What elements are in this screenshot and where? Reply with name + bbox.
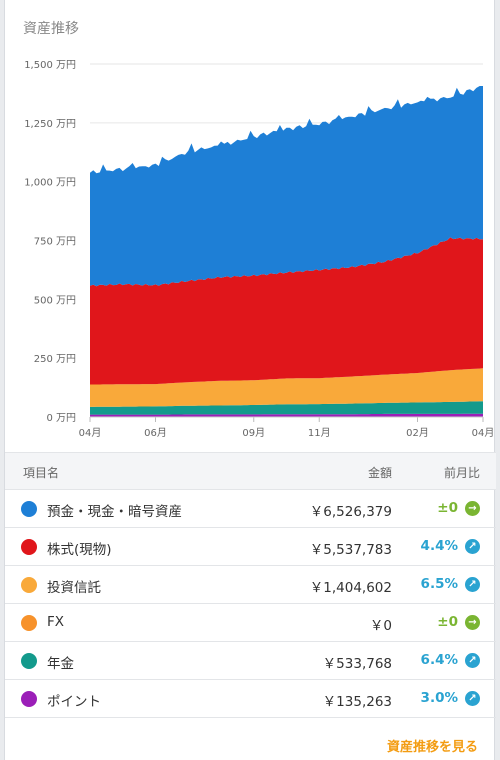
series-area [90,368,483,407]
x-tick-label: 04月 [79,427,102,439]
view-asset-trend-link[interactable]: 資産推移を見る [386,740,478,755]
table-row[interactable]: 株式(現物) ￥5,537,783 4.4% ↗ [5,528,496,566]
y-tick-label: 750 万円 [34,237,76,248]
asset-name: ポイント [47,694,101,710]
legend-dot [21,577,37,593]
asset-amount: ￥1,404,602 [309,580,392,596]
col-amount-header: 金額 [367,466,392,480]
legend-dot [21,615,37,631]
card-title: 資産推移 [23,21,79,37]
asset-name: 預金・現金・暗号資産 [47,504,182,520]
asset-amount: ￥135,263 [322,694,392,710]
x-tick-label: 09月 [242,427,265,439]
y-tick-label: 1,500 万円 [24,60,76,71]
series-area [90,237,483,385]
asset-name: 投資信託 [47,580,101,596]
y-tick-label: 1,250 万円 [24,119,76,130]
asset-name: FX [47,614,65,630]
asset-change: 3.0% [420,690,458,706]
table-row[interactable]: 預金・現金・暗号資産 ￥6,526,379 ±0 → [5,490,496,528]
y-tick-label: 250 万円 [34,354,76,365]
arrow-up-right-icon: ↗ [465,539,480,554]
asset-amount: ￥533,768 [322,656,392,672]
asset-amount: ￥0 [369,618,392,634]
x-tick-label: 02月 [406,427,429,439]
legend-dot [21,501,37,517]
x-tick-label: 06月 [144,427,167,439]
table-header: 項目名 金額 前月比 [5,452,496,490]
asset-trend-card: 資産推移 0 万円 250 万円 500 万円 750 万円 1,000 万円 1,250… [4,0,496,760]
y-tick-label: 500 万円 [34,295,76,306]
stacked-area-chart: 0 万円 250 万円 500 万円 750 万円 1,000 万円 1,250 万円 1,… [24,60,495,439]
asset-change: 6.5% [420,576,458,592]
table-row[interactable]: 年金 ￥533,768 6.4% ↗ [5,642,496,680]
arrow-right-icon: → [465,501,480,516]
asset-change: 4.4% [420,538,458,554]
asset-change: ±0 [437,614,458,630]
series-area [90,86,483,287]
y-tick-label: 1,000 万円 [24,178,76,189]
x-tick-label: 04月 [472,427,495,439]
arrow-right-icon: → [465,615,480,630]
asset-name: 年金 [47,656,74,672]
asset-change: ±0 [437,500,458,516]
asset-amount: ￥6,526,379 [309,504,392,520]
asset-amount: ￥5,537,783 [309,542,392,558]
arrow-up-right-icon: ↗ [465,653,480,668]
col-change-header: 前月比 [443,466,480,480]
asset-table: 預金・現金・暗号資産 ￥6,526,379 ±0 → 株式(現物) ￥5,537… [5,490,496,718]
legend-dot [21,539,37,555]
series-area [90,401,483,415]
col-item-header: 項目名 [23,466,60,480]
asset-name: 株式(現物) [47,542,112,558]
legend-dot [21,653,37,669]
x-tick-label: 11月 [308,427,331,439]
arrow-up-right-icon: ↗ [465,691,480,706]
table-row[interactable]: 投資信託 ￥1,404,602 6.5% ↗ [5,566,496,604]
asset-change: 6.4% [420,652,458,668]
table-row[interactable]: FX ￥0 ±0 → [5,604,496,642]
y-tick-label: 0 万円 [46,413,76,424]
legend-dot [21,691,37,707]
series-area [90,413,483,417]
arrow-up-right-icon: ↗ [465,577,480,592]
table-row[interactable]: ポイント ￥135,263 3.0% ↗ [5,680,496,718]
